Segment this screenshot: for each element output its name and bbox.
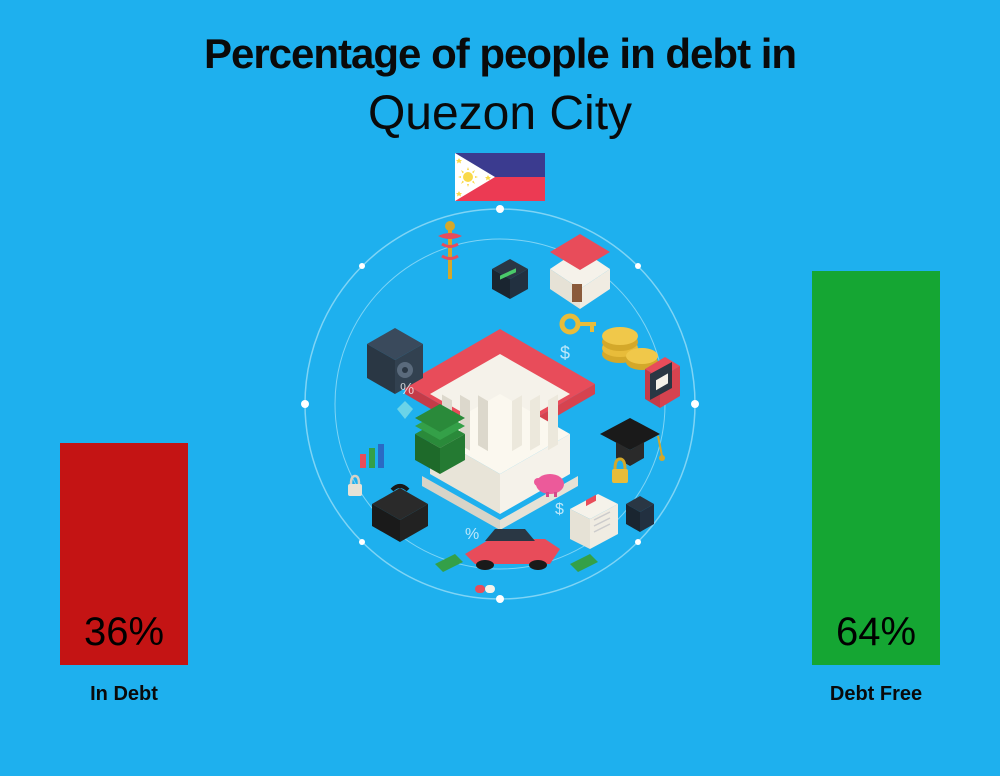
bar-value-debt-free: 64% bbox=[836, 610, 916, 665]
svg-text:%: % bbox=[465, 526, 479, 543]
svg-text:%: % bbox=[400, 381, 414, 398]
bar-rect-debt-free: 64% bbox=[812, 271, 940, 665]
page-title: Percentage of people in debt in bbox=[0, 0, 1000, 78]
bar-label-debt-free: Debt Free bbox=[830, 683, 922, 706]
bar-debt-free: 64% Debt Free bbox=[812, 271, 940, 706]
bar-in-debt: 36% In Debt bbox=[60, 443, 188, 706]
page-subtitle: Quezon City bbox=[0, 86, 1000, 141]
bar-value-in-debt: 36% bbox=[84, 610, 164, 665]
bar-rect-in-debt: 36% bbox=[60, 443, 188, 665]
svg-text:$: $ bbox=[560, 343, 570, 363]
svg-text:$: $ bbox=[555, 501, 564, 518]
finance-graphic: % % $ $ bbox=[290, 194, 710, 614]
bar-label-in-debt: In Debt bbox=[90, 683, 158, 706]
